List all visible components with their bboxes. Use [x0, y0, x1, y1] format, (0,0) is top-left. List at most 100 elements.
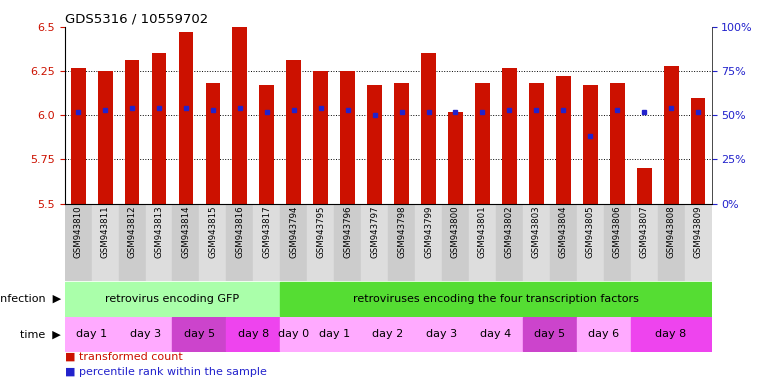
Bar [307, 204, 334, 281]
Bar [603, 204, 631, 281]
Bar [260, 85, 274, 204]
Text: ■ transformed count: ■ transformed count [65, 352, 183, 362]
Bar [448, 112, 463, 204]
Bar [502, 68, 517, 204]
Text: GSM943811: GSM943811 [100, 206, 110, 258]
Text: day 8: day 8 [237, 329, 269, 339]
Bar [577, 204, 603, 281]
Bar [496, 204, 523, 281]
Bar [334, 204, 361, 281]
Bar [610, 83, 625, 204]
Text: GSM943810: GSM943810 [74, 206, 83, 258]
Text: GSM943803: GSM943803 [532, 206, 541, 258]
Text: GSM943807: GSM943807 [640, 206, 648, 258]
Bar [631, 317, 712, 351]
Text: day 8: day 8 [655, 329, 686, 339]
Text: GSM943800: GSM943800 [451, 206, 460, 258]
Bar [442, 204, 469, 281]
Text: GSM943794: GSM943794 [289, 206, 298, 258]
Bar [368, 85, 382, 204]
Bar [556, 76, 571, 204]
Text: GSM943809: GSM943809 [693, 206, 702, 258]
Text: GSM943817: GSM943817 [263, 206, 272, 258]
Text: day 0: day 0 [279, 329, 309, 339]
Text: GSM943799: GSM943799 [424, 206, 433, 258]
Text: day 4: day 4 [480, 329, 511, 339]
Bar [340, 71, 355, 204]
Bar [475, 83, 490, 204]
Bar [388, 204, 415, 281]
Bar [415, 317, 469, 351]
Text: day 3: day 3 [130, 329, 161, 339]
Bar [232, 27, 247, 204]
Text: GSM943808: GSM943808 [667, 206, 676, 258]
Bar [577, 317, 631, 351]
Bar [65, 204, 91, 281]
Bar [529, 83, 544, 204]
Text: GSM943813: GSM943813 [154, 206, 164, 258]
Bar [173, 317, 227, 351]
Text: retroviruses encoding the four transcription factors: retroviruses encoding the four transcrip… [353, 294, 638, 304]
Bar [125, 60, 139, 204]
Bar [361, 204, 388, 281]
Bar [631, 204, 658, 281]
Text: GSM943795: GSM943795 [317, 206, 325, 258]
Bar [637, 168, 651, 204]
Bar [71, 68, 85, 204]
Bar [227, 204, 253, 281]
Text: day 6: day 6 [588, 329, 619, 339]
Bar [119, 204, 145, 281]
Bar [199, 204, 227, 281]
Bar [145, 204, 173, 281]
Text: day 5: day 5 [534, 329, 565, 339]
Text: GSM943796: GSM943796 [343, 206, 352, 258]
Bar [314, 71, 328, 204]
Bar [685, 204, 712, 281]
Text: GSM943816: GSM943816 [235, 206, 244, 258]
Text: day 3: day 3 [426, 329, 457, 339]
Bar [550, 204, 577, 281]
Bar [227, 317, 280, 351]
Text: GSM943814: GSM943814 [181, 206, 190, 258]
Text: GSM943801: GSM943801 [478, 206, 487, 258]
Text: GSM943797: GSM943797 [370, 206, 379, 258]
Bar [119, 317, 173, 351]
Bar [658, 204, 685, 281]
Bar [91, 204, 119, 281]
Text: GSM943815: GSM943815 [209, 206, 218, 258]
Text: GSM943812: GSM943812 [128, 206, 136, 258]
Bar [421, 53, 436, 204]
Bar [253, 204, 280, 281]
Text: GSM943802: GSM943802 [505, 206, 514, 258]
Text: day 2: day 2 [372, 329, 404, 339]
Bar [179, 32, 193, 204]
Text: day 5: day 5 [184, 329, 215, 339]
Text: GDS5316 / 10559702: GDS5316 / 10559702 [65, 13, 208, 26]
Bar [523, 204, 550, 281]
Bar [286, 60, 301, 204]
Text: ■ percentile rank within the sample: ■ percentile rank within the sample [65, 367, 266, 377]
Bar [523, 317, 577, 351]
Bar [691, 98, 705, 204]
Bar [394, 83, 409, 204]
Text: day 1: day 1 [76, 329, 107, 339]
Bar [664, 66, 679, 204]
Text: time  ▶: time ▶ [20, 329, 61, 339]
Bar [280, 282, 712, 316]
Bar [205, 83, 221, 204]
Text: infection  ▶: infection ▶ [0, 294, 61, 304]
Bar [415, 204, 442, 281]
Text: GSM943798: GSM943798 [397, 206, 406, 258]
Text: GSM943806: GSM943806 [613, 206, 622, 258]
Bar [151, 53, 167, 204]
Text: retrovirus encoding GFP: retrovirus encoding GFP [106, 294, 240, 304]
Bar [469, 204, 496, 281]
Bar [65, 317, 119, 351]
Text: GSM943805: GSM943805 [586, 206, 595, 258]
Bar [173, 204, 199, 281]
Bar [307, 317, 361, 351]
Bar [583, 85, 597, 204]
Bar [361, 317, 415, 351]
Text: GSM943804: GSM943804 [559, 206, 568, 258]
Text: day 1: day 1 [319, 329, 350, 339]
